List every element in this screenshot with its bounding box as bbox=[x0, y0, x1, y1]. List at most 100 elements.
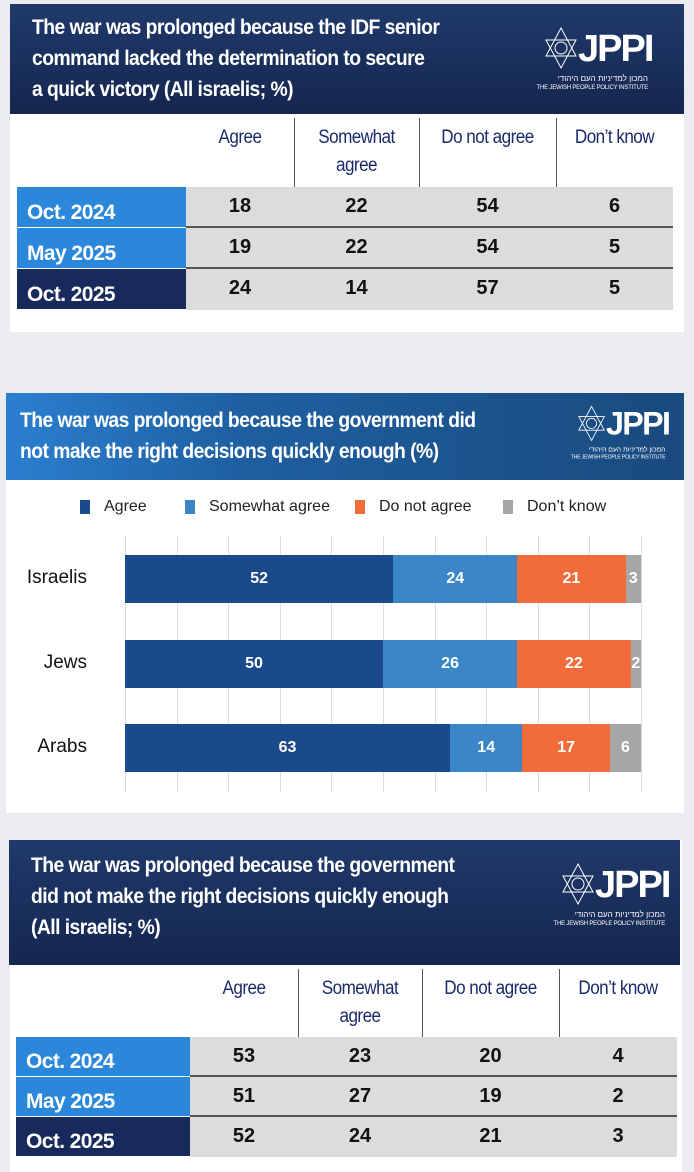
table-row bbox=[186, 269, 673, 310]
data-label: 21 bbox=[562, 570, 581, 587]
chart-title: The war was prolonged because the govern… bbox=[20, 409, 476, 463]
data-label: 63 bbox=[278, 739, 297, 756]
column-header: Agree bbox=[218, 127, 262, 148]
gridline bbox=[641, 536, 642, 792]
bar-segment: 63 bbox=[125, 724, 451, 772]
data-label: 24 bbox=[446, 570, 465, 587]
table-cell: 5 bbox=[608, 277, 621, 299]
legend-label: Do not agree bbox=[379, 498, 472, 515]
data-label: 17 bbox=[557, 739, 576, 756]
bar-segment: 52 bbox=[125, 555, 394, 603]
table-cell: 57 bbox=[476, 277, 499, 299]
data-label: 6 bbox=[621, 739, 630, 756]
data-label: 14 bbox=[477, 739, 496, 756]
table-cell: 53 bbox=[232, 1045, 256, 1067]
column-divider bbox=[419, 118, 420, 187]
data-label: 50 bbox=[245, 655, 263, 672]
column-header: Somewhat agree bbox=[318, 127, 395, 176]
bar-segment: 17 bbox=[522, 724, 611, 772]
category-label: Jews bbox=[43, 652, 87, 673]
table-row bbox=[190, 1117, 677, 1157]
data-label: 3 bbox=[628, 570, 638, 587]
bar-segment: 26 bbox=[383, 640, 518, 688]
legend-item: Agree bbox=[80, 498, 147, 516]
column-divider bbox=[559, 969, 560, 1037]
table-cell: 19 bbox=[228, 236, 252, 258]
row-label: May 2025 bbox=[16, 1077, 190, 1116]
bar-segment: 22 bbox=[517, 640, 631, 688]
star-of-david-icon bbox=[562, 862, 594, 906]
category-label: Israelis bbox=[26, 567, 87, 588]
table-row bbox=[186, 187, 673, 228]
jppi-logo: JPPI המכון למדיניות העם היהודי THE JEWIS… bbox=[553, 862, 671, 927]
table-cell: 20 bbox=[479, 1045, 502, 1067]
table-cell: 22 bbox=[345, 195, 368, 217]
data-label: 22 bbox=[565, 655, 583, 672]
row-label: Oct. 2025 bbox=[17, 269, 186, 309]
table-title: The war was prolonged because the govern… bbox=[31, 854, 455, 939]
table-cell: 54 bbox=[476, 195, 499, 217]
jppi-logo: JPPI המכון למדיניות העם היהודי THE JEWIS… bbox=[570, 405, 671, 460]
jppi-logo: JPPI המכון למדיניות העם היהודי THE JEWIS… bbox=[536, 26, 654, 91]
column-header: Do not agree bbox=[441, 127, 534, 148]
bar-segment: 14 bbox=[450, 724, 523, 772]
row-label: Oct. 2025 bbox=[16, 1117, 190, 1156]
star-of-david-icon bbox=[545, 26, 577, 70]
legend-item: Do not agree bbox=[355, 498, 472, 516]
table-cell: 4 bbox=[612, 1045, 624, 1067]
table-cell: 24 bbox=[228, 277, 252, 299]
legend-label: Don’t know bbox=[527, 498, 607, 515]
table-cell: 23 bbox=[348, 1045, 372, 1067]
column-divider bbox=[298, 969, 299, 1037]
table-cell: 22 bbox=[345, 236, 368, 258]
bar-segment: 50 bbox=[125, 640, 383, 688]
legend-label: Somewhat agree bbox=[209, 498, 330, 515]
table-row bbox=[190, 1077, 677, 1117]
column-header: Do not agree bbox=[444, 978, 537, 999]
row-label: Oct. 2024 bbox=[17, 187, 186, 227]
data-label: 2 bbox=[631, 655, 641, 672]
table-row bbox=[190, 1037, 677, 1077]
table-cell: 5 bbox=[608, 236, 621, 258]
table-cell: 2 bbox=[612, 1085, 624, 1107]
table-row bbox=[186, 228, 673, 269]
table-cell: 14 bbox=[345, 277, 368, 299]
table-cell: 21 bbox=[479, 1125, 502, 1147]
data-label: 26 bbox=[441, 655, 459, 672]
bar-segment: 3 bbox=[625, 555, 641, 603]
table-header-banner: The war was prolonged because the IDF se… bbox=[10, 4, 684, 114]
table-cell: 19 bbox=[479, 1085, 502, 1107]
table-cell: 52 bbox=[232, 1125, 256, 1147]
table-cell: 54 bbox=[476, 236, 499, 258]
legend-label: Agree bbox=[104, 498, 147, 515]
chart-header-banner: The war was prolonged because the govern… bbox=[6, 393, 684, 480]
star-of-david-icon bbox=[578, 405, 606, 442]
column-divider bbox=[422, 969, 423, 1037]
table-cell: 51 bbox=[232, 1085, 256, 1107]
table-cell: 3 bbox=[612, 1125, 624, 1147]
table-header-banner: The war was prolonged because the govern… bbox=[9, 840, 680, 965]
column-header: Don’t know bbox=[578, 978, 658, 999]
column-header: Somewhat agree bbox=[321, 978, 399, 1027]
data-label: 52 bbox=[250, 570, 269, 587]
table-cell: 24 bbox=[348, 1125, 372, 1147]
legend-swatch bbox=[80, 500, 90, 514]
legend-item: Somewhat agree bbox=[185, 498, 330, 516]
column-divider bbox=[294, 118, 295, 187]
legend-swatch bbox=[503, 500, 513, 514]
legend-swatch bbox=[185, 500, 195, 514]
bar-segment: 2 bbox=[630, 640, 641, 688]
table-cell: 27 bbox=[348, 1085, 372, 1107]
row-label: May 2025 bbox=[17, 228, 186, 268]
row-label: Oct. 2024 bbox=[16, 1037, 190, 1076]
category-label: Arabs bbox=[37, 736, 87, 757]
legend-swatch bbox=[355, 500, 365, 514]
table-cell: 6 bbox=[608, 195, 621, 217]
column-header: Don’t know bbox=[574, 127, 655, 148]
column-divider bbox=[556, 118, 557, 187]
table-title: The war was prolonged because the IDF se… bbox=[32, 16, 440, 101]
bar-segment: 24 bbox=[393, 555, 518, 603]
column-header: Agree bbox=[222, 978, 266, 999]
bar-segment: 21 bbox=[517, 555, 626, 603]
table-cell: 18 bbox=[228, 195, 252, 217]
